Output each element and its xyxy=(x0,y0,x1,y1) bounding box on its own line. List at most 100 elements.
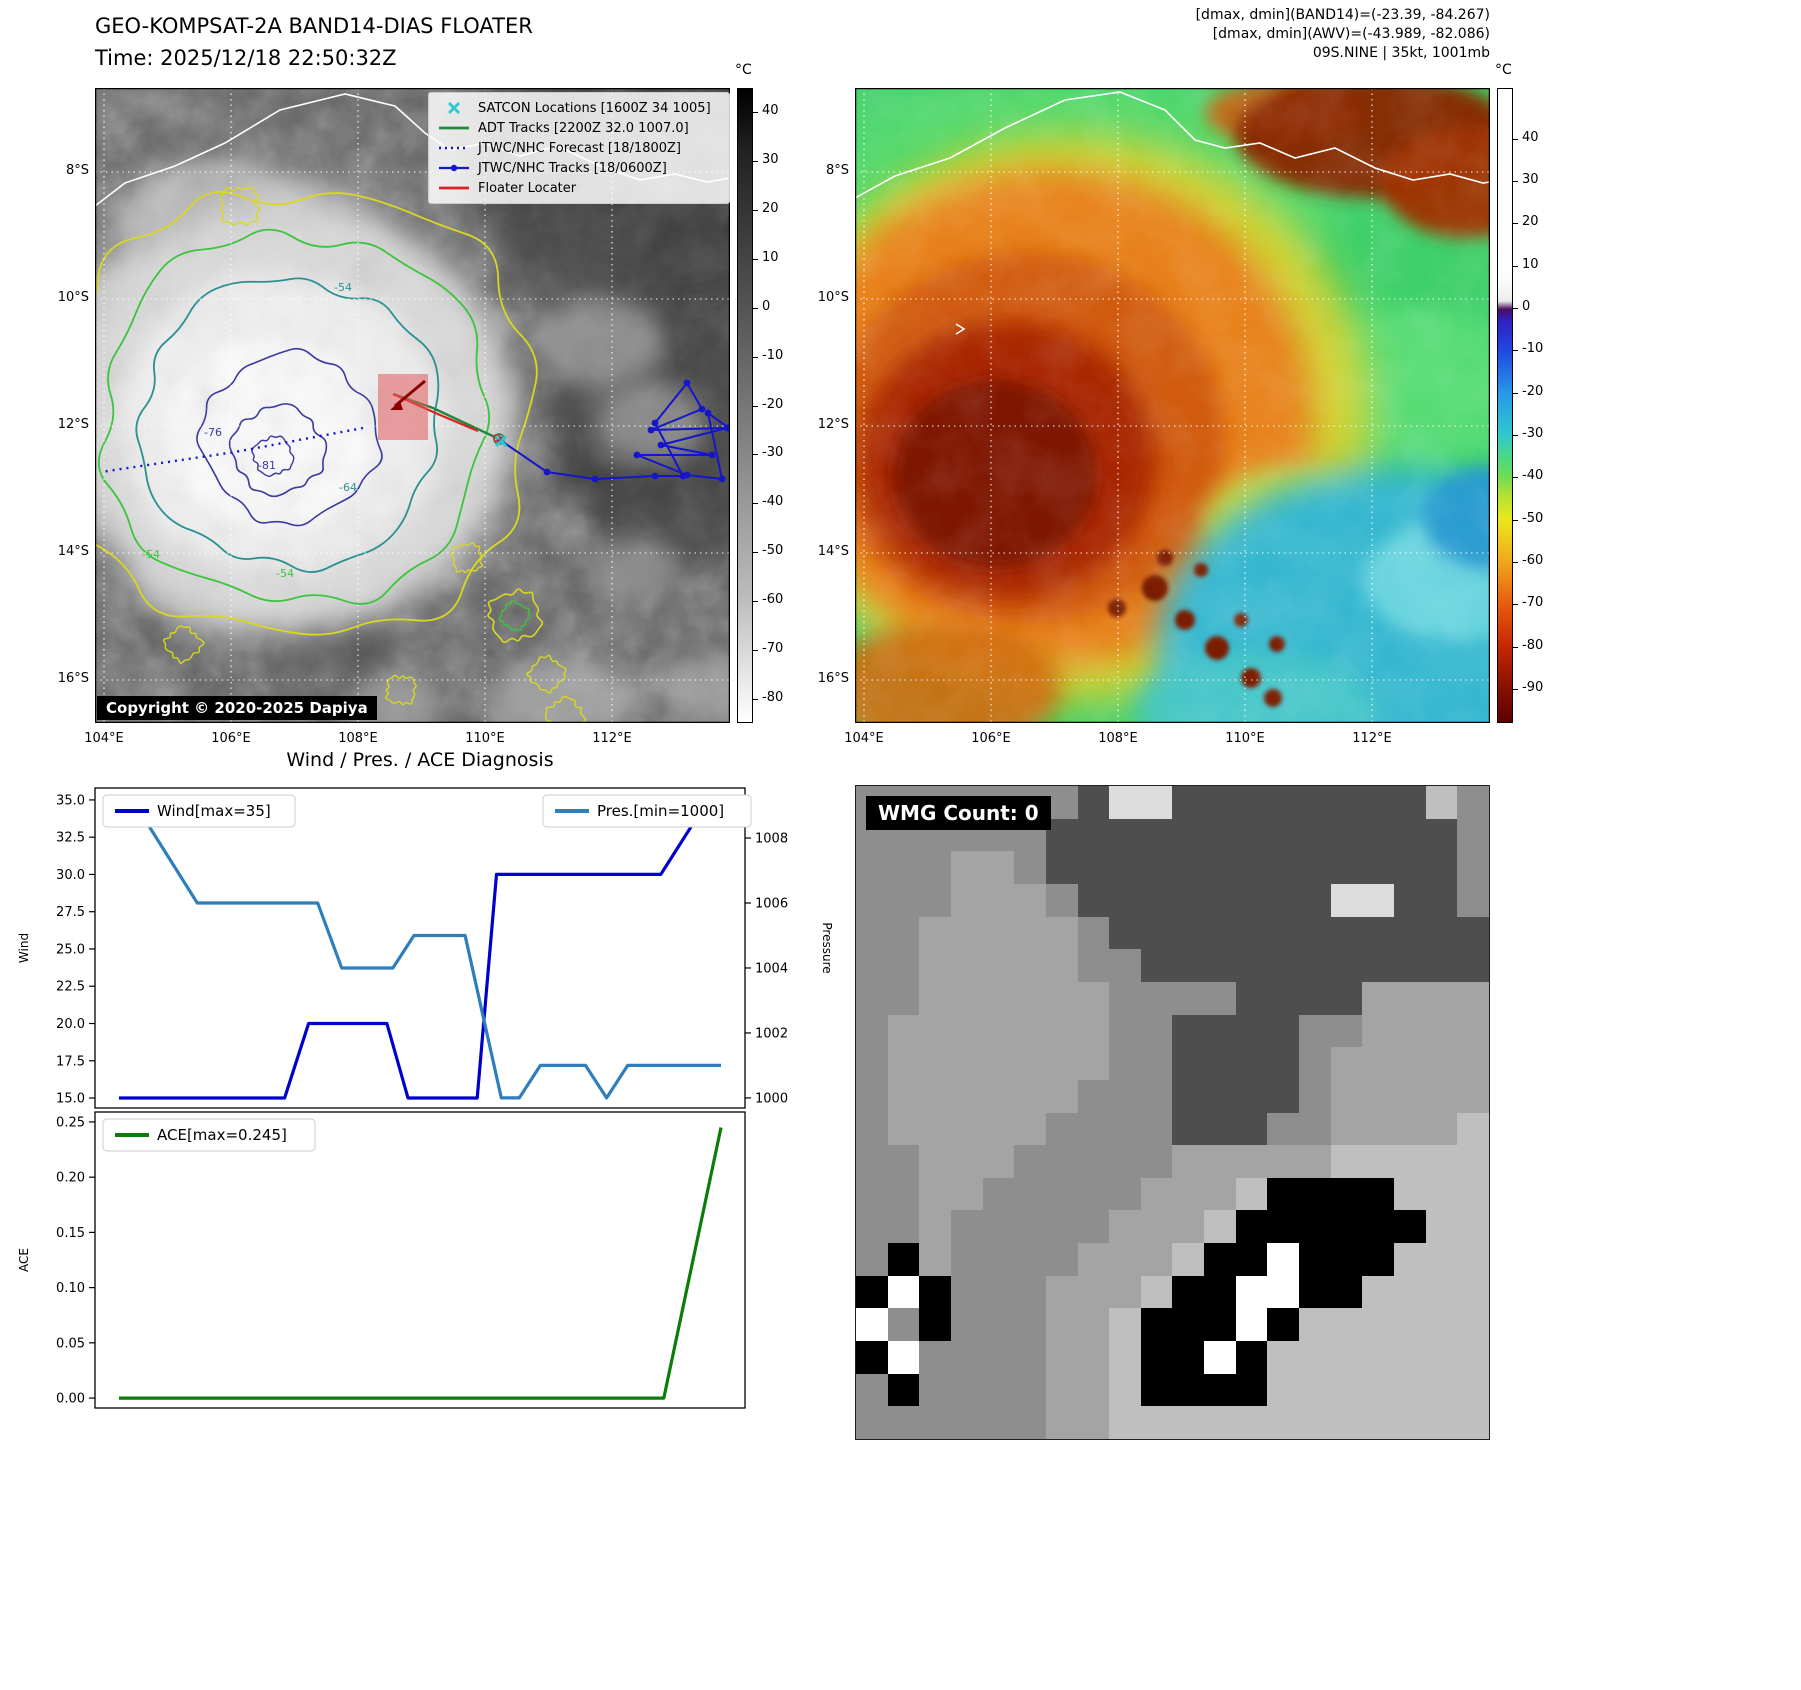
wmg-cell xyxy=(1204,786,1236,819)
wmg-cell xyxy=(982,1177,1015,1211)
wmg-cell xyxy=(1299,1308,1331,1342)
y-tick-label: 27.5 xyxy=(56,905,85,920)
colorbar-tick xyxy=(753,405,758,407)
wmg-cell xyxy=(1299,1243,1331,1276)
wmg-cell xyxy=(919,883,951,917)
wmg-cell xyxy=(1267,1112,1300,1146)
wmg-cell xyxy=(1235,1177,1268,1211)
wmg-cell xyxy=(1267,949,1300,982)
colorbar-tick xyxy=(753,600,758,602)
colorbar-tick-label: -60 xyxy=(762,591,784,607)
colorbar-tick-label: 10 xyxy=(1522,256,1539,272)
wmg-cell xyxy=(887,851,920,884)
wmg-cell xyxy=(1077,1112,1110,1146)
colorbar-tick-label: 20 xyxy=(762,201,779,217)
wmg-cell xyxy=(1267,1243,1300,1276)
wmg-cell xyxy=(856,1047,888,1080)
wmg-cell xyxy=(1457,1275,1489,1309)
wmg-cell xyxy=(982,1210,1015,1244)
wmg-cell xyxy=(856,883,888,917)
wmg-cell xyxy=(1109,1177,1141,1211)
y-tick-label: 1006 xyxy=(755,897,788,912)
wmg-cell xyxy=(1172,1406,1205,1439)
wmg-cell xyxy=(887,1308,920,1342)
wmg-cell xyxy=(1172,981,1205,1015)
wmg-cell xyxy=(1109,1341,1141,1374)
wmg-cell xyxy=(1077,981,1110,1015)
legend-item: JTWC/NHC Tracks [18/0600Z] xyxy=(437,158,721,178)
wmg-cell xyxy=(1014,1341,1046,1374)
wmg-cell xyxy=(1172,1243,1205,1276)
wmg-cell xyxy=(1330,851,1363,884)
wmg-cell xyxy=(1330,1112,1363,1146)
wmg-cell xyxy=(1299,1275,1331,1309)
wmg-cell xyxy=(1267,786,1300,819)
wmg-cell xyxy=(1299,1079,1331,1113)
wmg-cell xyxy=(856,1341,888,1374)
wmg-cell xyxy=(1394,1177,1426,1211)
legend-label: ACE[max=0.245] xyxy=(157,1126,287,1144)
wmg-cell xyxy=(1425,1275,1458,1309)
y-tick-label: 0.25 xyxy=(56,1115,85,1130)
wmg-cell xyxy=(982,1243,1015,1276)
wmg-cell xyxy=(1014,851,1046,884)
y-tick-label: 15.0 xyxy=(56,1092,85,1107)
wmg-cell xyxy=(982,883,1015,917)
wmg-cell xyxy=(1077,818,1110,852)
band14-colorbar-unit: °C xyxy=(735,62,752,78)
colorbar-tick xyxy=(1513,308,1518,310)
lon-tick-label: 112°E xyxy=(592,731,632,746)
y-axis-label: ACE xyxy=(17,1248,31,1272)
wmg-cell xyxy=(1077,1079,1110,1113)
colorbar-tick-label: 0 xyxy=(1522,299,1531,315)
wmg-cell xyxy=(1014,1014,1046,1048)
wmg-cell xyxy=(1204,1145,1236,1178)
colorbar-tick xyxy=(753,454,758,456)
wmg-cell xyxy=(950,851,983,884)
wmg-cell xyxy=(1045,1243,1078,1276)
wmg-cell xyxy=(982,1145,1015,1178)
colorbar-tick-label: -50 xyxy=(1522,510,1544,526)
wmg-cell xyxy=(887,1341,920,1374)
colorbar-tick xyxy=(753,503,758,505)
wmg-cell xyxy=(1425,1243,1458,1276)
jtwc-track-point xyxy=(591,475,599,483)
lat-tick-label: 8°S xyxy=(825,163,849,178)
wmg-cell xyxy=(982,1014,1015,1048)
wmg-cell xyxy=(1109,1014,1141,1048)
awv-header-storm-id: 09S.NINE | 35kt, 1001mb xyxy=(1312,45,1490,61)
colorbar-tick-label: 0 xyxy=(762,298,771,314)
wmg-cell xyxy=(1267,818,1300,852)
wmg-cell xyxy=(1140,949,1173,982)
wmg-cell xyxy=(1077,1177,1110,1211)
colorbar-tick-label: 30 xyxy=(762,152,779,168)
wmg-cell xyxy=(1140,1210,1173,1244)
colorbar-tick xyxy=(1513,138,1518,140)
wmg-cell xyxy=(950,916,983,950)
y-axis-label: Wind xyxy=(17,933,31,963)
wmg-cell xyxy=(1330,1275,1363,1309)
wmg-cell xyxy=(1109,1145,1141,1178)
wmg-cell xyxy=(1045,1308,1078,1342)
wmg-cell xyxy=(1140,1373,1173,1407)
wmg-cell xyxy=(856,949,888,982)
wmg-cell xyxy=(1045,916,1078,950)
lat-tick-label: 14°S xyxy=(817,544,849,559)
satcon-marker xyxy=(494,434,508,448)
wmg-cell xyxy=(1140,786,1173,819)
wmg-cell xyxy=(982,916,1015,950)
series-line xyxy=(119,821,696,1100)
legend-swatch xyxy=(448,102,460,114)
wmg-cell xyxy=(919,1373,951,1407)
wmg-cell xyxy=(1204,1308,1236,1342)
wmg-cell xyxy=(1425,981,1458,1015)
wmg-cell xyxy=(1235,1373,1268,1407)
wmg-cell xyxy=(982,851,1015,884)
wmg-cell xyxy=(1109,949,1141,982)
jtwc-track-point xyxy=(543,468,551,476)
chart-legend xyxy=(102,794,296,828)
wmg-cell xyxy=(1045,1177,1078,1211)
wmg-cell xyxy=(950,883,983,917)
wmg-cell xyxy=(887,949,920,982)
